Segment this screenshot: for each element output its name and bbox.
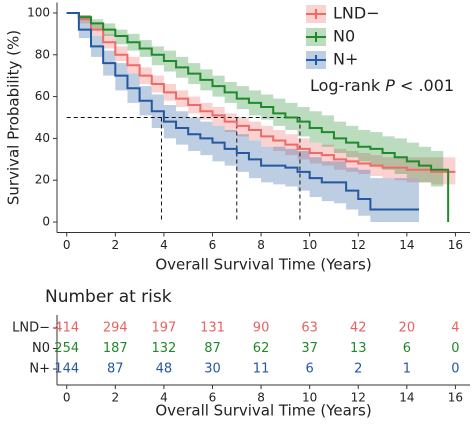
x-tick-label: 10 bbox=[302, 391, 317, 405]
risk-count: 2 bbox=[354, 362, 362, 377]
risk-count: 414 bbox=[54, 321, 79, 336]
annotation-part: < .001 bbox=[395, 76, 454, 95]
risk-count: 30 bbox=[204, 362, 221, 377]
risk-count: 0 bbox=[451, 341, 459, 356]
y-axis-title: Survival Probability (%) bbox=[5, 30, 23, 205]
risk-count: 11 bbox=[253, 362, 270, 377]
y-tick-label: 40 bbox=[35, 131, 50, 145]
risk-count: 197 bbox=[151, 321, 176, 336]
row-label: N0 bbox=[32, 341, 50, 356]
risk-count: 144 bbox=[54, 362, 79, 377]
annotation: Log-rank P < .001 bbox=[310, 76, 454, 95]
risk-count: 37 bbox=[301, 341, 318, 356]
table-title: Number at risk bbox=[45, 287, 172, 307]
confidence-band bbox=[66, 12, 419, 223]
x-tick-label: 14 bbox=[399, 391, 414, 405]
risk-count: 0 bbox=[451, 362, 459, 377]
risk-count: 13 bbox=[350, 341, 367, 356]
risk-count: 90 bbox=[253, 321, 270, 336]
survival-curve bbox=[66, 11, 450, 223]
risk-count: 62 bbox=[253, 341, 270, 356]
risk-count: 6 bbox=[306, 362, 314, 377]
survival-curve bbox=[66, 11, 419, 211]
y-tick-label: 0 bbox=[42, 215, 50, 229]
risk-count: 294 bbox=[103, 321, 128, 336]
x-tick-label: 12 bbox=[351, 238, 366, 252]
x-tick-label: 4 bbox=[160, 391, 168, 405]
row-label: N+ bbox=[29, 362, 50, 377]
risk-count: 20 bbox=[399, 321, 416, 336]
x-tick-label: 10 bbox=[302, 238, 317, 252]
risk-count: 6 bbox=[403, 341, 411, 356]
x-tick-label: 0 bbox=[63, 238, 71, 252]
annotation-part: P bbox=[385, 76, 395, 95]
y-tick-label: 20 bbox=[35, 173, 50, 187]
y-tick-label: 60 bbox=[35, 89, 50, 103]
risk-count: 87 bbox=[204, 341, 221, 356]
x-tick-label: 14 bbox=[399, 238, 414, 252]
risk-count: 87 bbox=[107, 362, 124, 377]
x-tick-label: 6 bbox=[209, 391, 217, 405]
y-tick-label: 100 bbox=[27, 5, 50, 19]
risk-count: 63 bbox=[301, 321, 318, 336]
risk-count: 131 bbox=[200, 321, 225, 336]
x-tick-label: 16 bbox=[448, 238, 463, 252]
y-tick-label: 80 bbox=[35, 47, 50, 61]
survival-curve bbox=[66, 11, 456, 173]
x-tick-label: 16 bbox=[448, 391, 463, 405]
legend-label: N0 bbox=[333, 27, 355, 46]
x-axis-title: Overall Survival Time (Years) bbox=[155, 402, 371, 420]
legend-label: LND− bbox=[333, 4, 380, 23]
annotation-part: Log-rank bbox=[310, 76, 385, 95]
x-tick-label: 8 bbox=[257, 391, 265, 405]
risk-count: 4 bbox=[451, 321, 459, 336]
confidence-band bbox=[66, 12, 456, 185]
risk-count: 1 bbox=[403, 362, 411, 377]
x-tick-label: 6 bbox=[209, 238, 217, 252]
x-tick-label: 2 bbox=[111, 238, 119, 252]
x-tick-label: 8 bbox=[257, 238, 265, 252]
x-tick-label: 2 bbox=[111, 391, 119, 405]
risk-count: 187 bbox=[103, 341, 128, 356]
legend-label: N+ bbox=[333, 50, 358, 69]
x-tick-label: 0 bbox=[63, 391, 71, 405]
row-label: LND− bbox=[12, 321, 50, 336]
x-axis-title: Overall Survival Time (Years) bbox=[155, 256, 371, 274]
risk-count: 48 bbox=[156, 362, 173, 377]
x-tick-label: 4 bbox=[160, 238, 168, 252]
x-tick-label: 12 bbox=[351, 391, 366, 405]
risk-count: 254 bbox=[54, 341, 79, 356]
risk-count: 42 bbox=[350, 321, 367, 336]
risk-count: 132 bbox=[151, 341, 176, 356]
